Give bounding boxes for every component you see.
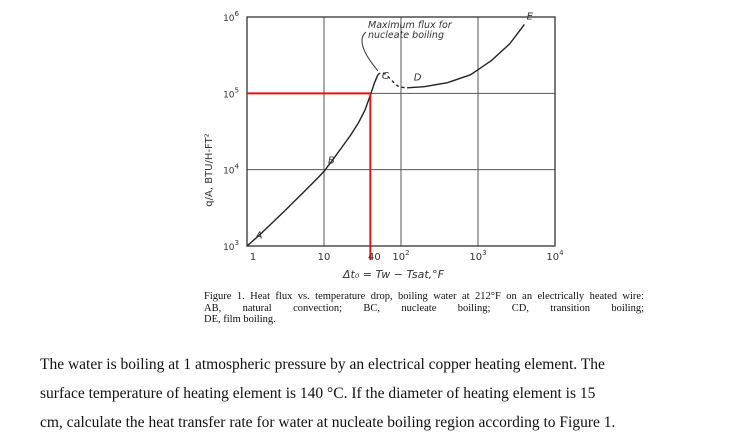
boiling-curve bbox=[246, 23, 525, 247]
problem-statement: The water is boiling at 1 atmospheric pr… bbox=[40, 350, 720, 437]
x-tick-label: 102 bbox=[392, 249, 409, 263]
axis-labels: Δt₀ = Tw − Tsat,°F q/A, BTU/H-FT² bbox=[204, 133, 445, 281]
y-tick-labels: 103 104 105 106 bbox=[223, 10, 239, 253]
y-tick-exponent: 5 bbox=[235, 86, 239, 94]
plot-border bbox=[246, 16, 556, 247]
x-tick-label: 103 bbox=[469, 249, 486, 263]
x-tick-label: 1 bbox=[250, 252, 256, 263]
y-tick-label: 105 bbox=[223, 86, 239, 100]
chart-grid bbox=[247, 17, 555, 246]
x-axis-label: Δt₀ = Tw − Tsat,°F bbox=[342, 268, 445, 281]
y-tick-label: 103 bbox=[223, 239, 239, 253]
chart-frame bbox=[246, 16, 556, 247]
y-tick-exponent: 6 bbox=[235, 10, 240, 18]
y-axis-label: q/A, BTU/H-FT² bbox=[204, 133, 215, 206]
point-label: C bbox=[382, 71, 389, 82]
y-tick-exponent: 4 bbox=[235, 163, 240, 171]
point-label: B bbox=[328, 156, 335, 167]
x-tick-labels: 1 10 40 102 103 104 bbox=[250, 249, 564, 263]
annotation-line: Maximum flux for bbox=[368, 20, 453, 31]
curve-segment bbox=[407, 23, 525, 89]
point-label: E bbox=[527, 11, 534, 22]
question-line: surface temperature of heating element i… bbox=[40, 385, 596, 402]
x-tick-exponent: 2 bbox=[405, 249, 409, 257]
caption-line: Figure 1. Heat flux vs. temperature drop… bbox=[204, 291, 644, 302]
x-tick-exponent: 4 bbox=[559, 249, 564, 257]
annotation-arrow bbox=[361, 31, 379, 72]
x-tick-label: 10 bbox=[318, 252, 331, 263]
y-tick-exponent: 3 bbox=[235, 239, 239, 247]
curve-segment bbox=[246, 170, 325, 247]
caption-line: DE, film boiling. bbox=[204, 314, 276, 325]
curve-segment bbox=[323, 74, 379, 172]
y-tick-label: 104 bbox=[223, 163, 239, 177]
annotation-line: nucleate boiling bbox=[368, 30, 444, 41]
caption-line: AB, natural convection; BC, nucleate boi… bbox=[204, 302, 644, 314]
question-line: The water is boiling at 1 atmospheric pr… bbox=[40, 356, 605, 373]
y-tick-label: 106 bbox=[223, 10, 239, 24]
point-label: A bbox=[255, 230, 263, 241]
point-labels: A B C D E bbox=[255, 11, 534, 241]
red-reading-lines bbox=[247, 92, 372, 260]
question-line: cm, calculate the heat transfer rate for… bbox=[40, 414, 616, 431]
x-tick-exponent: 3 bbox=[482, 249, 486, 257]
point-label: D bbox=[414, 72, 422, 83]
figure-caption: Figure 1. Heat flux vs. temperature drop… bbox=[204, 291, 644, 326]
boiling-curve-chart: 1 10 40 102 103 104 103 104 105 106 A B C D E Maximu… bbox=[204, 10, 564, 281]
x-tick-label: 40 bbox=[368, 252, 381, 263]
x-tick-label: 104 bbox=[546, 249, 564, 263]
